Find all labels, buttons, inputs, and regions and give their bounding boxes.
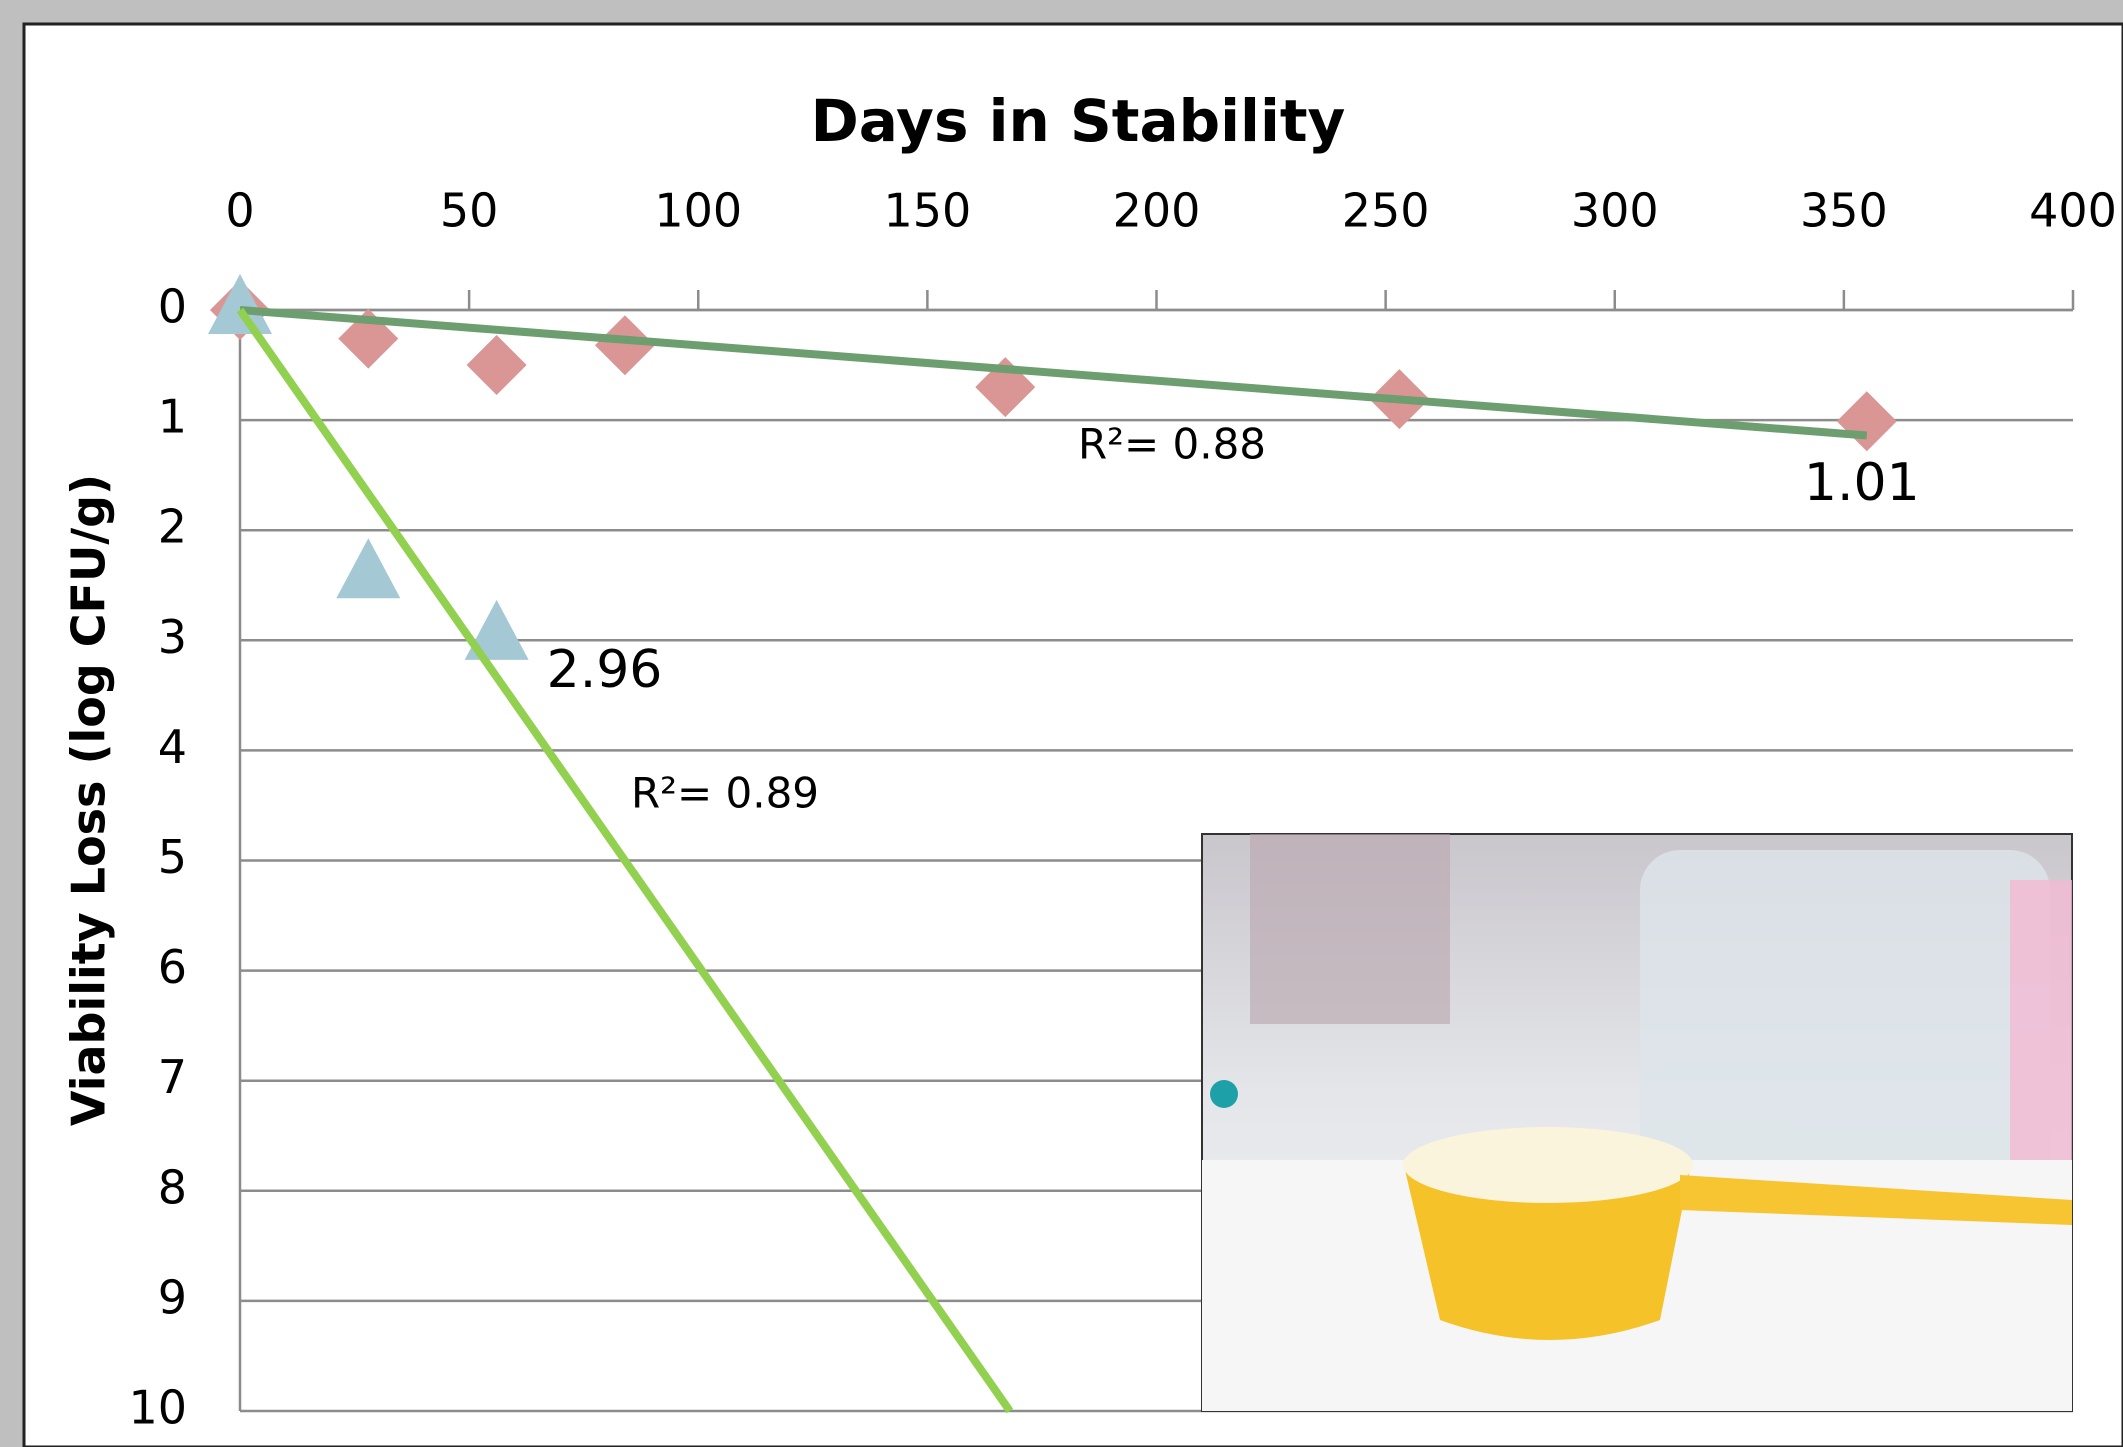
y-tick-label: 7 — [158, 1050, 187, 1104]
data-label: 1.01 — [1804, 453, 1920, 513]
x-tick-label: 0 — [225, 184, 254, 238]
y-tick-label: 4 — [158, 720, 187, 774]
x-tick-label: 350 — [1800, 184, 1888, 238]
y-tick-label: 5 — [158, 830, 187, 884]
trendline-label: R²= 0.89 — [631, 769, 819, 818]
y-tick-label: 3 — [158, 610, 187, 664]
x-tick-label: 50 — [440, 184, 499, 238]
y-axis-title: Viability Loss (log CFU/g) — [62, 474, 116, 1126]
chart-title: Days in Stability — [811, 87, 1346, 155]
x-tick-label: 250 — [1342, 184, 1430, 238]
x-tick-label: 300 — [1571, 184, 1659, 238]
x-tick-label: 400 — [2029, 184, 2117, 238]
photo-inset — [1202, 834, 2072, 1411]
data-label: 2.96 — [547, 640, 663, 700]
y-tick-label: 1 — [158, 390, 187, 444]
x-tick-label: 100 — [654, 184, 742, 238]
y-tick-label: 8 — [158, 1160, 187, 1214]
x-tick-label: 200 — [1113, 184, 1201, 238]
trendline-label: R²= 0.88 — [1078, 420, 1266, 469]
page: {"chart_data":{"type":"scatter", "title"… — [0, 0, 2123, 1447]
y-tick-label: 6 — [158, 940, 187, 994]
y-tick-label: 9 — [158, 1270, 187, 1324]
y-tick-label: 2 — [158, 500, 187, 554]
y-tick-label: 0 — [158, 280, 187, 334]
chart: Days in Stability Viability Loss (log CF… — [0, 0, 2123, 1447]
y-tick-label: 10 — [128, 1381, 187, 1435]
x-tick-label: 150 — [883, 184, 971, 238]
